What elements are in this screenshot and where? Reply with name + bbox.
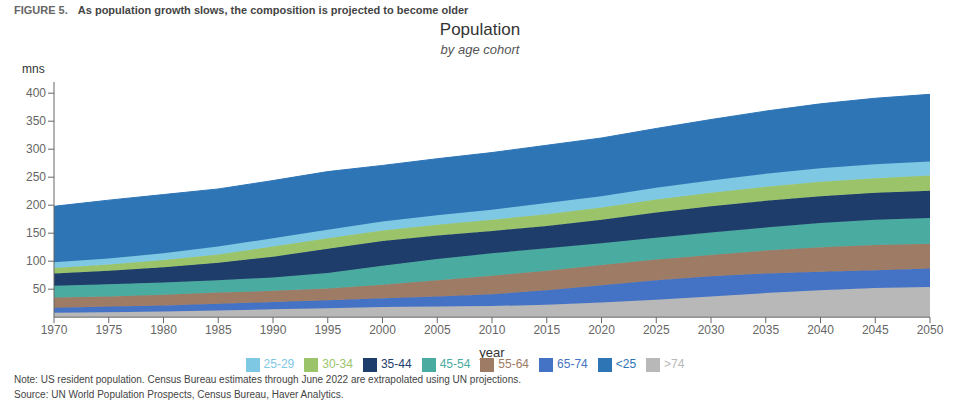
svg-text:150: 150 [26, 226, 46, 240]
svg-text:200: 200 [26, 198, 46, 212]
svg-text:50: 50 [33, 282, 47, 296]
html-text:by age cohort: by age cohort [440, 42, 520, 57]
svg-text:year: year [479, 345, 505, 360]
svg-text:2025: 2025 [643, 323, 670, 337]
svg-text:1975: 1975 [95, 323, 122, 337]
svg-text:2010: 2010 [479, 323, 506, 337]
html-text:mns: mns [22, 62, 45, 76]
svg-text:100: 100 [26, 254, 46, 268]
svg-text:1985: 1985 [205, 323, 232, 337]
html-text:45-54: 45-54 [439, 357, 471, 372]
svg-text:2035: 2035 [752, 323, 779, 337]
svg-text:2030: 2030 [698, 323, 725, 337]
html-text:As population growth slows, th: As population growth slows, the composit… [77, 4, 469, 16]
html-text:FIGURE 5.: FIGURE 5. [14, 4, 68, 16]
svg-text:1995: 1995 [314, 323, 341, 337]
svg-text:2020: 2020 [588, 323, 615, 337]
svg-text:400: 400 [26, 86, 46, 100]
html-text:>74: >74 [664, 357, 685, 372]
html-text:<25: <25 [615, 357, 637, 372]
svg-text:2000: 2000 [369, 323, 396, 337]
svg-text:300: 300 [26, 142, 46, 156]
svg-text:2015: 2015 [533, 323, 560, 337]
html-text:Source: UN World Population Pr: Source: UN World Population Prospects, C… [14, 389, 344, 400]
html-text:Population: Population [439, 20, 521, 39]
svg-text:1970: 1970 [41, 323, 68, 337]
html-text:65-74: 65-74 [557, 357, 588, 372]
svg-text:2040: 2040 [807, 323, 834, 337]
svg-text:2050: 2050 [917, 323, 944, 337]
html-text:30-34: 30-34 [322, 357, 353, 372]
html-text:55-64: 55-64 [498, 357, 529, 372]
html-text:Note: US resident population.: Note: US resident population. Census Bur… [14, 374, 521, 385]
svg-text:1990: 1990 [260, 323, 287, 337]
svg-text:350: 350 [26, 114, 46, 128]
html-text:35-44: 35-44 [380, 357, 412, 372]
svg-text:2045: 2045 [862, 323, 889, 337]
svg-text:2005: 2005 [424, 323, 451, 337]
html-text:25-29: 25-29 [263, 357, 295, 372]
svg-text:250: 250 [26, 170, 46, 184]
svg-text:1980: 1980 [150, 323, 177, 337]
